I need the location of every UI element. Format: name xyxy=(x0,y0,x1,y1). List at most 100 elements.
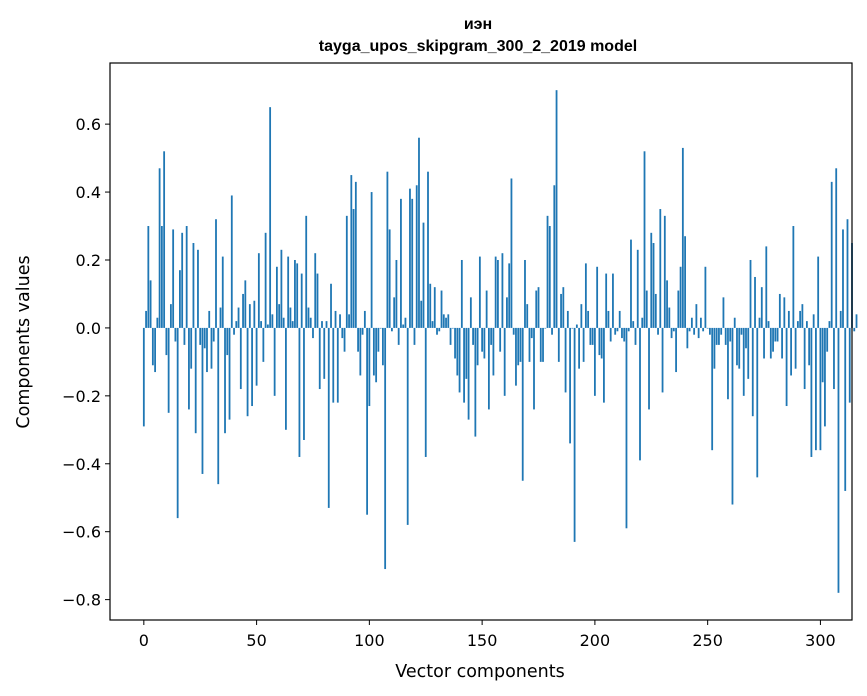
bar-277 xyxy=(767,321,770,328)
bar-176 xyxy=(539,327,542,362)
bar-215 xyxy=(627,327,630,332)
y-tick-label: 0.0 xyxy=(76,319,101,338)
y-tick-label: −0.4 xyxy=(62,455,101,474)
bar-260 xyxy=(729,327,732,342)
bar-169 xyxy=(524,259,526,328)
bar-274 xyxy=(760,287,763,328)
bar-269 xyxy=(749,259,752,328)
bar-273 xyxy=(758,317,761,328)
bar-196 xyxy=(584,263,587,328)
bar-295 xyxy=(808,327,811,366)
bar-135 xyxy=(447,314,450,328)
bar-0 xyxy=(142,327,145,427)
bar-264 xyxy=(738,327,741,369)
bar-168 xyxy=(521,327,524,481)
bar-174 xyxy=(535,290,538,328)
bar-236 xyxy=(675,327,677,373)
bar-42 xyxy=(237,307,240,328)
bar-48 xyxy=(251,327,253,407)
bar-110 xyxy=(391,327,393,332)
bar-76 xyxy=(314,253,317,328)
bar-27 xyxy=(203,327,206,349)
bar-54 xyxy=(264,232,267,328)
bar-262 xyxy=(733,317,736,328)
bar-25 xyxy=(199,327,202,345)
bar-208 xyxy=(612,273,614,328)
bar-113 xyxy=(397,327,400,345)
bar-212 xyxy=(621,327,623,339)
bar-7 xyxy=(158,168,161,328)
bar-44 xyxy=(242,293,244,328)
bar-222 xyxy=(643,151,646,328)
bar-279 xyxy=(772,327,774,352)
bar-216 xyxy=(630,239,632,328)
bar-151 xyxy=(483,327,486,359)
bar-38 xyxy=(228,327,231,420)
bar-150 xyxy=(481,327,484,352)
bar-144 xyxy=(467,327,470,420)
bar-147 xyxy=(474,327,477,437)
bar-24 xyxy=(197,249,199,328)
bar-87 xyxy=(339,314,341,328)
bar-304 xyxy=(828,321,831,328)
bar-50 xyxy=(255,327,258,386)
bar-129 xyxy=(433,287,436,328)
bar-187 xyxy=(564,327,567,393)
bar-300 xyxy=(819,327,822,451)
bar-178 xyxy=(544,327,547,329)
bar-126 xyxy=(427,171,429,328)
bar-301 xyxy=(821,327,824,383)
bar-97 xyxy=(361,327,364,335)
bar-66 xyxy=(291,321,294,328)
bar-53 xyxy=(262,327,265,362)
bar-305 xyxy=(830,181,833,328)
bar-303 xyxy=(826,327,829,352)
bar-67 xyxy=(294,259,296,328)
bar-195 xyxy=(582,327,585,362)
bar-315 xyxy=(853,327,856,332)
bar-276 xyxy=(765,246,768,328)
bar-175 xyxy=(537,287,540,328)
bar-69 xyxy=(298,327,301,457)
bar-100 xyxy=(368,327,371,407)
bar-166 xyxy=(517,327,520,366)
x-tick-label: 50 xyxy=(246,631,266,650)
bar-101 xyxy=(370,192,373,328)
bar-201 xyxy=(596,266,599,328)
bar-15 xyxy=(176,327,179,519)
bar-253 xyxy=(713,327,716,369)
bar-5 xyxy=(154,327,156,373)
bar-106 xyxy=(381,327,384,366)
bar-10 xyxy=(165,327,168,356)
bar-4 xyxy=(151,327,154,366)
bar-77 xyxy=(316,273,319,328)
bar-92 xyxy=(350,175,353,328)
bar-130 xyxy=(436,327,438,335)
bar-128 xyxy=(431,321,434,328)
bar-294 xyxy=(805,321,808,328)
bar-246 xyxy=(697,327,700,339)
bar-58 xyxy=(273,327,276,396)
bar-45 xyxy=(244,280,247,328)
bar-68 xyxy=(296,263,299,328)
bar-171 xyxy=(528,327,531,362)
bar-22 xyxy=(192,243,195,328)
bar-14 xyxy=(174,327,177,342)
bar-177 xyxy=(542,327,544,362)
bar-series xyxy=(142,90,858,593)
bar-142 xyxy=(463,327,465,403)
bar-221 xyxy=(641,317,644,328)
bar-103 xyxy=(375,327,378,383)
bar-258 xyxy=(724,327,727,345)
bar-285 xyxy=(785,327,788,407)
bar-268 xyxy=(747,327,750,379)
bar-233 xyxy=(668,307,671,328)
bar-62 xyxy=(282,317,285,328)
y-tick-label: −0.2 xyxy=(62,387,101,406)
bar-239 xyxy=(681,147,684,328)
bar-12 xyxy=(169,304,172,328)
bar-205 xyxy=(605,273,608,328)
bar-137 xyxy=(451,327,454,329)
bar-299 xyxy=(817,256,820,328)
